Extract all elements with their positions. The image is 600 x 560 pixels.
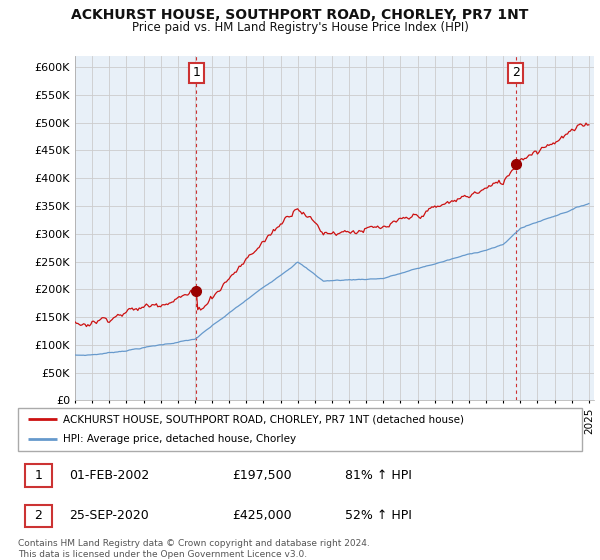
Text: 52% ↑ HPI: 52% ↑ HPI [345, 510, 412, 522]
Text: 1: 1 [34, 469, 42, 482]
Text: 2: 2 [512, 66, 520, 80]
Text: 25-SEP-2020: 25-SEP-2020 [69, 510, 149, 522]
FancyBboxPatch shape [18, 408, 582, 451]
Text: ACKHURST HOUSE, SOUTHPORT ROAD, CHORLEY, PR7 1NT (detached house): ACKHURST HOUSE, SOUTHPORT ROAD, CHORLEY,… [63, 414, 464, 424]
Text: 1: 1 [193, 66, 200, 80]
FancyBboxPatch shape [25, 505, 52, 528]
Text: ACKHURST HOUSE, SOUTHPORT ROAD, CHORLEY, PR7 1NT: ACKHURST HOUSE, SOUTHPORT ROAD, CHORLEY,… [71, 8, 529, 22]
Text: £425,000: £425,000 [232, 510, 292, 522]
FancyBboxPatch shape [25, 464, 52, 487]
Text: Contains HM Land Registry data © Crown copyright and database right 2024.
This d: Contains HM Land Registry data © Crown c… [18, 539, 370, 559]
Text: 01-FEB-2002: 01-FEB-2002 [69, 469, 149, 482]
Text: 81% ↑ HPI: 81% ↑ HPI [345, 469, 412, 482]
Text: 2: 2 [34, 510, 42, 522]
Text: £197,500: £197,500 [232, 469, 292, 482]
Text: HPI: Average price, detached house, Chorley: HPI: Average price, detached house, Chor… [63, 434, 296, 444]
Text: Price paid vs. HM Land Registry's House Price Index (HPI): Price paid vs. HM Land Registry's House … [131, 21, 469, 34]
